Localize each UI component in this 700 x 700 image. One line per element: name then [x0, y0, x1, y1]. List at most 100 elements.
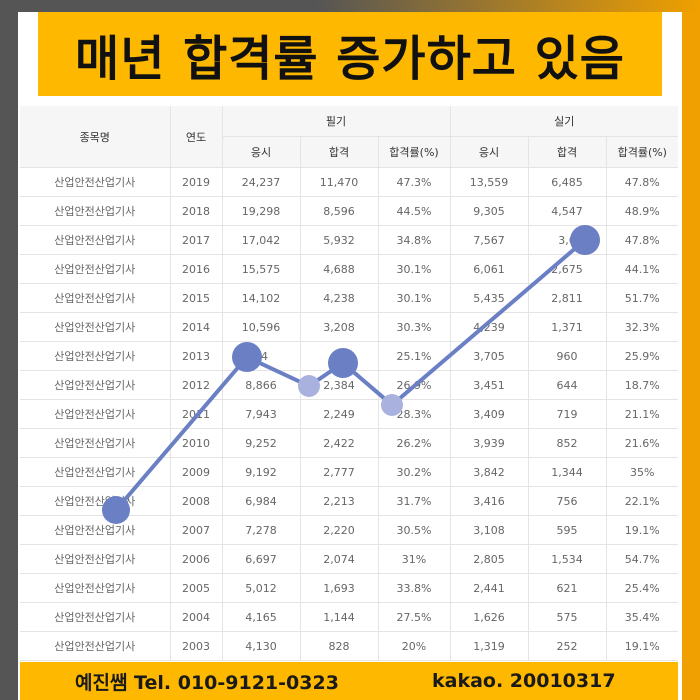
- cell-year: 2004: [170, 602, 223, 632]
- cell-p-apply: 2,441: [450, 573, 529, 603]
- header-practical-apply: 응시: [450, 136, 529, 168]
- header-year: 연도: [170, 106, 223, 168]
- cell-w-apply: 9,192: [222, 457, 301, 487]
- cell-p-apply: 3,451: [450, 370, 529, 400]
- cell-p-rate: 18.7%: [606, 370, 679, 400]
- cell-w-pass: 2,384: [300, 370, 379, 400]
- table-row: 산업안전산업기사 2017 17,042 5,932 34.8% 7,567 3,6 47.8…: [20, 225, 679, 255]
- cell-year: 2017: [170, 225, 223, 255]
- cell-w-pass: 2,074: [300, 544, 379, 574]
- table-row: 산업안전산업기사 2012 8,866 2,384 26.9% 3,451 644 18.7%: [20, 370, 679, 400]
- table-row: 산업안전산업기사 2009 9,192 2,777 30.2% 3,842 1,344 35%: [20, 457, 679, 487]
- cell-name: 산업안전산업기사: [20, 167, 171, 197]
- cell-w-rate: 31.7%: [378, 486, 451, 516]
- cell-p-rate: 47.8%: [606, 167, 679, 197]
- cell-p-apply: 9,305: [450, 196, 529, 226]
- cell-w-pass: 8,596: [300, 196, 379, 226]
- cell-p-pass: 644: [528, 370, 607, 400]
- cell-p-pass: 756: [528, 486, 607, 516]
- cell-w-pass: 11,470: [300, 167, 379, 197]
- table-row: 산업안전산업기사 2008 6,984 2,213 31.7% 3,416 756 22.1%: [20, 486, 679, 516]
- cell-year: 2009: [170, 457, 223, 487]
- cell-p-pass: 252: [528, 631, 607, 661]
- table-row: 산업안전산업기사 2011 7,943 2,249 28.3% 3,409 719 21.1%: [20, 399, 679, 429]
- cell-p-pass: 621: [528, 573, 607, 603]
- cell-year: 2006: [170, 544, 223, 574]
- cell-p-pass: 3,6: [528, 225, 607, 255]
- header-written-exam: 필기: [222, 106, 451, 137]
- cell-w-rate: 30.2%: [378, 457, 451, 487]
- cell-name: 산업안전산업기사: [20, 457, 171, 487]
- cell-p-apply: 3,108: [450, 515, 529, 545]
- cell-w-rate: 44.5%: [378, 196, 451, 226]
- cell-p-rate: 47.8%: [606, 225, 679, 255]
- cell-year: 2008: [170, 486, 223, 516]
- cell-w-pass: 2,213: [300, 486, 379, 516]
- cell-p-rate: 22.1%: [606, 486, 679, 516]
- table-row: 산업안전산업기사 2006 6,697 2,074 31% 2,805 1,534 54.7%: [20, 544, 679, 574]
- cell-w-apply: 17,042: [222, 225, 301, 255]
- cell-name: 산업안전산업기사: [20, 196, 171, 226]
- cell-p-pass: 1,371: [528, 312, 607, 342]
- cell-p-rate: 21.1%: [606, 399, 679, 429]
- cell-p-apply: 3,416: [450, 486, 529, 516]
- cell-name: 산업안전산업기사: [20, 631, 171, 661]
- cell-p-rate: 19.1%: [606, 515, 679, 545]
- cell-p-rate: 32.3%: [606, 312, 679, 342]
- cell-year: 2015: [170, 283, 223, 313]
- cell-p-pass: 2,811: [528, 283, 607, 313]
- header-written-rate: 합격률(%): [378, 136, 451, 168]
- cell-year: 2007: [170, 515, 223, 545]
- cell-p-pass: 960: [528, 341, 607, 371]
- cell-w-rate: 26.9%: [378, 370, 451, 400]
- cell-p-pass: 719: [528, 399, 607, 429]
- cell-year: 2013: [170, 341, 223, 371]
- pass-rate-table: 종목명 연도 필기 실기 응시 합격 합격률(%) 응시 합격 합격률(%) 산…: [20, 106, 679, 661]
- contact-footer: 예진쌤 Tel. 010-9121-0323 kakao. 20010317: [20, 662, 678, 700]
- cell-name: 산업안전산업기사: [20, 312, 171, 342]
- cell-p-pass: 575: [528, 602, 607, 632]
- header-written-pass: 합격: [300, 136, 379, 168]
- cell-year: 2018: [170, 196, 223, 226]
- cell-w-apply: 14,102: [222, 283, 301, 313]
- footer-tel: 예진쌤 Tel. 010-9121-0323: [75, 671, 339, 694]
- cell-p-apply: 3,705: [450, 341, 529, 371]
- top-frame-bar: [0, 0, 700, 12]
- cell-w-pass: 3,208: [300, 312, 379, 342]
- cell-p-rate: 19.1%: [606, 631, 679, 661]
- cell-p-pass: 1,344: [528, 457, 607, 487]
- cell-w-pass: 2,422: [300, 428, 379, 458]
- table-row: 산업안전산업기사 2016 15,575 4,688 30.1% 6,061 2,675 44…: [20, 254, 679, 284]
- cell-w-rate: 33.8%: [378, 573, 451, 603]
- cell-w-rate: 34.8%: [378, 225, 451, 255]
- cell-year: 2016: [170, 254, 223, 284]
- cell-year: 2003: [170, 631, 223, 661]
- cell-year: 2005: [170, 573, 223, 603]
- table-row: 산업안전산업기사 2007 7,278 2,220 30.5% 3,108 595 19.1%: [20, 515, 679, 545]
- cell-w-rate: 25.1%: [378, 341, 451, 371]
- cell-w-rate: 20%: [378, 631, 451, 661]
- cell-w-pass: 1,144: [300, 602, 379, 632]
- cell-w-apply: 10,596: [222, 312, 301, 342]
- header-practical-rate: 합격률(%): [606, 136, 679, 168]
- title-banner: 매년 합격률 증가하고 있음: [38, 12, 662, 96]
- cell-name: 산업안전산업기사: [20, 399, 171, 429]
- page-title: 매년 합격률 증가하고 있음: [75, 31, 625, 87]
- table-row: 산업안전산업기사 2005 5,012 1,693 33.8% 2,441 621 25.4%: [20, 573, 679, 603]
- cell-p-rate: 44.1%: [606, 254, 679, 284]
- pass-rate-table-container: 종목명 연도 필기 실기 응시 합격 합격률(%) 응시 합격 합격률(%) 산…: [20, 106, 679, 661]
- cell-w-rate: 30.1%: [378, 283, 451, 313]
- cell-name: 산업안전산업기사: [20, 486, 171, 516]
- table-row: 산업안전산업기사 2019 24,237 11,470 47.3% 13,559 6,485…: [20, 167, 679, 197]
- cell-p-pass: 595: [528, 515, 607, 545]
- cell-w-pass: 4,238: [300, 283, 379, 313]
- cell-p-apply: 13,559: [450, 167, 529, 197]
- cell-p-apply: 2,805: [450, 544, 529, 574]
- cell-w-pass: 5,932: [300, 225, 379, 255]
- cell-p-rate: 48.9%: [606, 196, 679, 226]
- cell-p-pass: 2,675: [528, 254, 607, 284]
- cell-p-apply: 7,567: [450, 225, 529, 255]
- cell-w-rate: 27.5%: [378, 602, 451, 632]
- cell-p-apply: 3,842: [450, 457, 529, 487]
- cell-w-apply: 7,278: [222, 515, 301, 545]
